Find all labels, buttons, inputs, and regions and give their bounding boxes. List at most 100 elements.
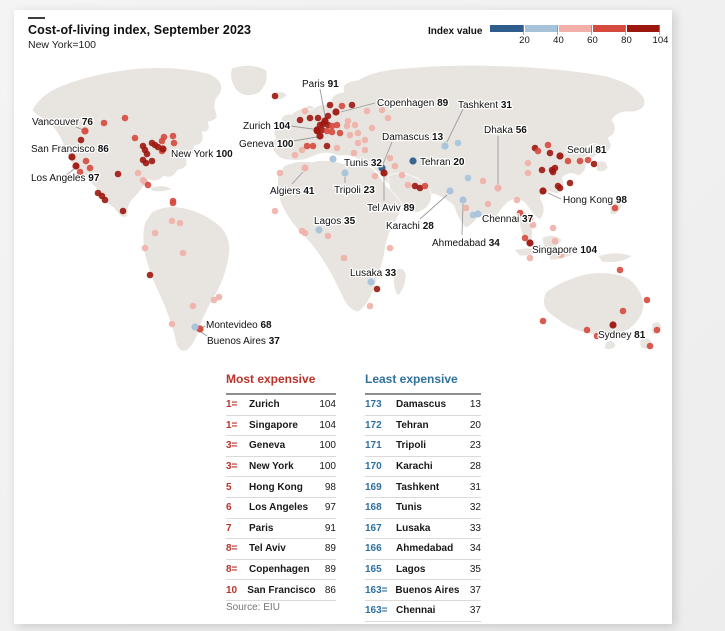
city-dot [333, 144, 341, 152]
land-australia [543, 272, 645, 336]
city-dot [556, 184, 564, 192]
city-cell: Tehran [396, 419, 429, 431]
table-row: 6 Los Angeles 97 [226, 498, 336, 519]
labeled-city-dot [526, 239, 534, 247]
city-dot [549, 224, 557, 232]
city-dot [398, 171, 406, 179]
city-label: Copenhagen 89 [377, 98, 449, 109]
world-map: Vancouver 76 San Francisco 86 Los Angeles … [30, 64, 663, 352]
city-dot [354, 139, 362, 147]
table-row: 171 Tripoli 23 [365, 436, 481, 457]
land-cuba [149, 185, 173, 193]
legend-tick-label: 20 [519, 35, 530, 46]
rank-cell: 8= [226, 564, 238, 576]
city-label: Los Angeles 97 [31, 173, 100, 184]
value-cell: 98 [324, 481, 336, 493]
city-dot [169, 199, 177, 207]
city-dot [134, 169, 142, 177]
chart-subtitle: New York=100 [28, 39, 97, 51]
city-dot [411, 182, 419, 190]
city-cell: Singapore [249, 419, 298, 431]
city-dot [314, 114, 322, 122]
city-dot [309, 142, 317, 150]
city-cell: Karachi [396, 461, 433, 473]
legend-swatch [627, 25, 661, 32]
city-label: Chennai 37 [482, 214, 534, 225]
city-dot [160, 133, 168, 141]
city-cell: Zurich [249, 399, 280, 411]
value-cell: 37 [469, 605, 481, 617]
city-label: Zurich 104 [243, 121, 291, 132]
value-cell: 31 [469, 481, 481, 493]
city-dot [291, 151, 299, 159]
legend-swatch [524, 25, 558, 32]
label-leader-line [289, 125, 314, 130]
city-cell: Los Angeles [249, 502, 309, 514]
city-dot [521, 234, 529, 242]
city-dot [121, 114, 129, 122]
city-dot [368, 124, 376, 132]
table-row: 166 Ahmedabad 34 [365, 539, 481, 560]
value-cell: 28 [469, 461, 481, 473]
legend-tick-mark [591, 25, 593, 35]
city-dot [646, 342, 654, 350]
city-dot [340, 254, 348, 262]
city-cell: Buenos Aires [395, 584, 460, 596]
city-dot [366, 302, 374, 310]
labeled-city-dot [72, 162, 80, 170]
table-title-most: Most expensive [226, 372, 316, 386]
city-dot [146, 271, 154, 279]
labeled-city-dot [191, 323, 199, 331]
labeled-city-dot [68, 153, 76, 161]
city-dot [416, 184, 424, 192]
city-label: San Francisco 86 [31, 144, 109, 155]
rank-cell: 171 [365, 440, 382, 452]
labeled-city-dot [380, 169, 388, 177]
label-leader-line [340, 102, 376, 113]
city-cell: Lagos [396, 564, 426, 576]
city-dot [324, 112, 332, 120]
leader-lines [63, 88, 562, 339]
value-cell: 23 [469, 440, 481, 452]
city-dot [354, 129, 362, 137]
city-dot [348, 101, 356, 109]
city-dot [361, 136, 369, 144]
labeled-city-dot [609, 321, 617, 329]
land-tasmania [603, 340, 617, 350]
label-leader-line [419, 194, 448, 220]
value-cell: 13 [469, 399, 481, 411]
city-dot [151, 229, 159, 237]
land-north-america [31, 67, 222, 218]
legend-tick-mark [523, 25, 525, 35]
city-dot [351, 121, 359, 129]
value-cell: 86 [324, 584, 336, 596]
city-cell: Paris [249, 522, 274, 534]
city-dot [454, 139, 462, 147]
labeled-city-dot [81, 127, 89, 135]
city-dot [371, 172, 379, 180]
labeled-city-dot [332, 108, 340, 116]
city-dot [301, 107, 309, 115]
city-dot [611, 204, 619, 212]
labeled-city-dot [556, 152, 564, 160]
rank-cell: 169 [365, 481, 382, 493]
city-dot [170, 139, 178, 147]
city-cell: San Francisco [247, 584, 316, 596]
city-cell: Damascus [396, 399, 447, 411]
city-dot [421, 182, 429, 190]
city-dot [148, 157, 156, 165]
value-cell: 104 [319, 419, 336, 431]
table-rows-most: 1= Zurich 104 1= Singapore 104 3= Geneva 100 3= Ne… [226, 393, 336, 601]
page-title: Cost-of-living index, September 2023 [28, 23, 252, 37]
labeled-city-dot [441, 142, 449, 150]
city-label: Paris 91 [302, 79, 339, 90]
city-dot [141, 244, 149, 252]
city-cell: Tel Aviv [249, 543, 286, 555]
rank-cell: 163= [365, 584, 388, 596]
table-row: 170 Karachi 28 [365, 457, 481, 478]
city-label: Seoul 81 [567, 145, 607, 156]
rank-cell: 165 [365, 564, 382, 576]
city-dot [318, 126, 326, 134]
city-label: Tunis 32 [344, 158, 382, 169]
city-dot [526, 254, 534, 262]
